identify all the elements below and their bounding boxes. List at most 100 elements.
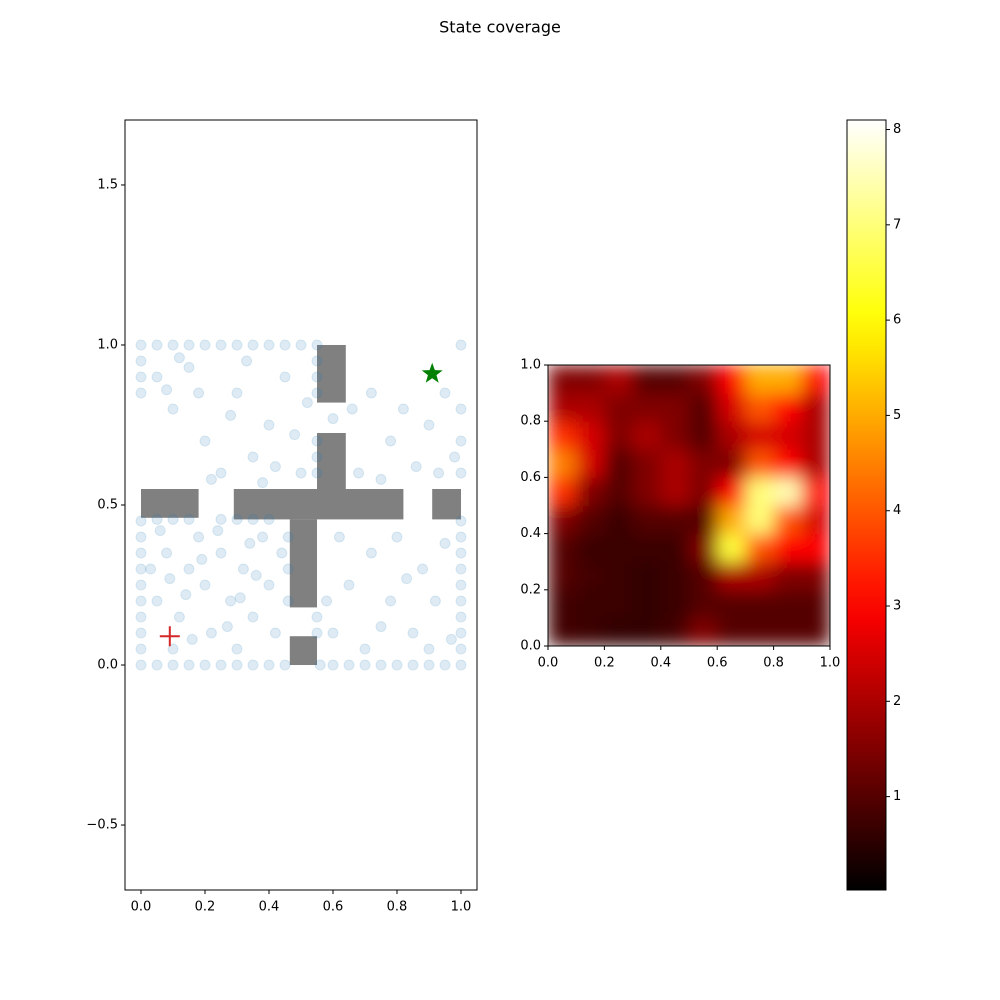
heatmap-cell <box>717 449 746 478</box>
state-point <box>311 339 323 351</box>
state-point <box>151 659 163 671</box>
heatmap-cell <box>576 533 605 563</box>
state-point <box>410 461 422 473</box>
heatmap-cell <box>773 533 803 563</box>
state-point <box>359 643 371 655</box>
state-point <box>135 659 147 671</box>
heatmap-cell <box>745 365 775 394</box>
heatmap-cell <box>576 449 605 478</box>
y-tick-label: 0.5 <box>97 498 118 513</box>
state-point <box>327 413 339 425</box>
heatmap-cell <box>548 505 577 535</box>
heatmap-cell <box>801 393 830 422</box>
state-point <box>167 403 179 415</box>
plot-area <box>135 339 467 671</box>
state-point <box>397 403 409 415</box>
state-point <box>279 339 291 351</box>
state-point <box>263 513 275 525</box>
state-point <box>346 403 358 415</box>
heatmap-cell <box>548 421 577 450</box>
heatmap-cell <box>548 533 577 563</box>
state-point <box>205 473 217 485</box>
state-point <box>282 595 294 607</box>
heatmap-image <box>548 365 830 646</box>
state-point <box>247 513 259 525</box>
state-point <box>311 435 323 447</box>
state-point <box>145 563 157 575</box>
state-point <box>164 573 176 585</box>
heatmap-cell <box>632 589 662 619</box>
state-point <box>247 451 259 463</box>
y-tick-label: 0.2 <box>520 582 541 597</box>
state-point <box>455 547 467 559</box>
x-tick-label: 0.6 <box>707 656 728 671</box>
wall <box>233 488 404 520</box>
state-point <box>311 611 323 623</box>
x-tick-label: 0.8 <box>763 656 784 671</box>
state-point <box>225 409 237 421</box>
heatmap-cell <box>801 477 830 506</box>
heatmap-cell <box>548 449 577 478</box>
state-point <box>311 627 323 639</box>
heatmap-cell <box>604 617 634 646</box>
heatmap-cell <box>632 505 662 535</box>
state-point <box>215 339 227 351</box>
heatmap-cell <box>801 449 830 478</box>
heatmap-cell <box>576 505 605 535</box>
state-point <box>247 611 259 623</box>
colorbar-tick-label: 6 <box>893 313 901 328</box>
state-point <box>301 397 313 409</box>
colorbar-tick-label: 2 <box>893 694 901 709</box>
heatmap-cell <box>632 533 662 563</box>
x-tick-label: 0.8 <box>387 900 408 915</box>
heatmap-cell <box>660 365 690 394</box>
state-point <box>279 371 291 383</box>
state-point <box>279 659 291 671</box>
heatmap-cell <box>576 365 605 394</box>
state-point <box>314 659 326 671</box>
heatmap-cell <box>801 505 830 535</box>
state-point <box>257 531 269 543</box>
state-point <box>385 435 397 447</box>
state-point <box>327 627 339 639</box>
wall <box>317 432 346 489</box>
state-point <box>423 643 435 655</box>
state-point <box>161 547 173 559</box>
heatmap-cell <box>632 449 662 478</box>
colorbar-tick-label: 7 <box>893 217 901 232</box>
state-point <box>455 611 467 623</box>
y-tick-label: 1.5 <box>97 177 118 192</box>
state-point <box>365 547 377 559</box>
heatmap-cell <box>604 365 634 394</box>
state-point <box>423 659 435 671</box>
heatmap-cell <box>773 561 803 591</box>
state-point <box>455 563 467 575</box>
heatmap-cell <box>689 533 718 563</box>
state-point <box>135 387 147 399</box>
heatmap-cell <box>576 589 605 619</box>
state-point <box>199 579 211 591</box>
heatmap-cell <box>773 421 803 450</box>
state-point <box>455 339 467 351</box>
heatmap-cell <box>773 393 803 422</box>
state-point <box>135 515 147 527</box>
colorbar <box>846 119 887 891</box>
state-point <box>269 461 281 473</box>
heatmap-cell <box>660 561 690 591</box>
heatmap-cell <box>660 617 690 646</box>
heatmap-cell <box>689 393 718 422</box>
state-point <box>455 579 467 591</box>
heatmap-cell <box>604 533 634 563</box>
x-tick-label: 0.0 <box>538 656 559 671</box>
y-tick-label: 1.0 <box>97 337 118 352</box>
state-point <box>311 387 323 399</box>
state-point <box>151 513 163 525</box>
heatmap-cell <box>576 561 605 591</box>
state-point <box>167 513 179 525</box>
state-point <box>407 659 419 671</box>
heatmap-cell <box>717 589 746 619</box>
state-point <box>212 525 224 537</box>
state-point <box>391 531 403 543</box>
heatmap-cell <box>801 533 830 563</box>
heatmap-cell <box>632 561 662 591</box>
